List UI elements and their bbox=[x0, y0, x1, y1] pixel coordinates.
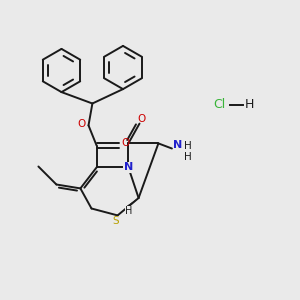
Text: H: H bbox=[244, 98, 254, 112]
Text: H: H bbox=[184, 152, 191, 163]
Text: O: O bbox=[137, 113, 145, 124]
Text: O: O bbox=[78, 119, 86, 129]
Text: S: S bbox=[113, 216, 119, 226]
Text: O: O bbox=[121, 138, 129, 148]
Text: Cl: Cl bbox=[213, 98, 225, 112]
Polygon shape bbox=[127, 198, 139, 206]
Text: H: H bbox=[184, 140, 191, 151]
Text: H: H bbox=[125, 206, 132, 216]
Text: N: N bbox=[173, 140, 182, 150]
Text: N: N bbox=[124, 162, 133, 172]
